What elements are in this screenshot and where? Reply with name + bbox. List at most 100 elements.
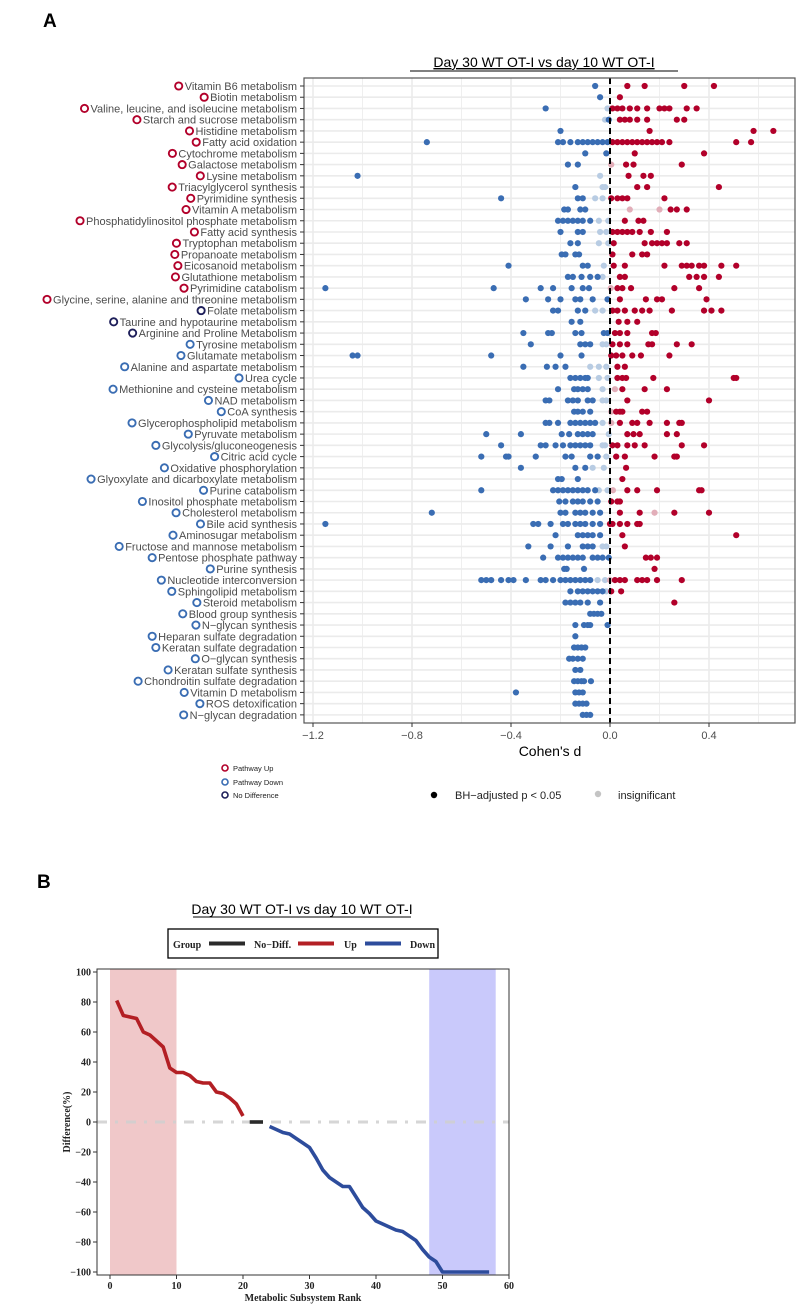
significant-point [626, 105, 633, 112]
insignificant-point [595, 240, 602, 247]
significant-point [559, 217, 567, 224]
significant-point [579, 228, 586, 236]
significant-point [624, 329, 631, 337]
significant-point [574, 532, 581, 539]
panel-b-x-axis-title: Metabolic Subsystem Rank [245, 1293, 362, 1304]
significant-point [483, 431, 490, 438]
significant-point [616, 520, 624, 528]
significant-point [579, 588, 586, 595]
pathway-status-marker [137, 496, 147, 507]
insignificant-point [601, 183, 609, 191]
significant-point [678, 577, 685, 584]
significant-point [584, 543, 591, 550]
significant-point [597, 94, 604, 101]
pathway-label: Tryptophan metabolism [182, 238, 297, 250]
significant-point [616, 509, 624, 516]
significant-point [640, 172, 647, 179]
y-tick-label: 0 [86, 1118, 91, 1129]
significant-point [577, 318, 584, 325]
significant-point [693, 105, 700, 112]
significant-point [671, 509, 678, 516]
significant-point [569, 498, 576, 505]
pathway-label: Glyoxylate and dicarboxylate metabolism [97, 474, 297, 486]
pathway-status-marker [86, 474, 96, 484]
significant-point [542, 105, 549, 112]
insignificant-point [603, 397, 610, 404]
significant-point [552, 442, 559, 449]
pathway-status-marker [151, 440, 161, 450]
significant-point [634, 318, 641, 325]
pathway-label: N−glycan degradation [190, 710, 297, 722]
pathway-status-marker [191, 137, 201, 147]
significant-point [681, 116, 688, 123]
significant-point [614, 228, 621, 236]
significant-point [625, 172, 632, 179]
pathway-label: Pyrimidine synthesis [197, 193, 298, 205]
pathway-label: Propanoate metabolism [181, 249, 297, 261]
pathway-status-marker [163, 665, 173, 675]
significance-legend: BH−adjusted p < 0.05 insignificant [430, 790, 675, 802]
pathway-status-marker [79, 103, 90, 114]
legend-insignificant-label: insignificant [618, 790, 675, 802]
significant-point [634, 139, 641, 146]
significant-point [587, 217, 594, 224]
pathway-status-marker [156, 575, 166, 585]
pathway-status-marker [167, 148, 177, 158]
significant-point [599, 554, 606, 561]
significant-point [637, 352, 645, 359]
pathway-label: Urea cycle [245, 373, 297, 385]
significant-point [611, 577, 619, 584]
pathway-status-marker [171, 508, 181, 518]
significant-point [554, 554, 562, 561]
significant-point [642, 554, 649, 561]
pathway-status-marker [196, 306, 206, 316]
significant-point [658, 240, 666, 247]
significant-point [577, 520, 584, 528]
significant-point [627, 285, 635, 292]
significant-point [584, 139, 591, 146]
significant-point [483, 577, 490, 584]
significant-point [558, 475, 565, 483]
pathway-status-marker [179, 687, 189, 697]
significant-point [648, 139, 656, 146]
significant-point [517, 464, 525, 471]
significant-point [688, 341, 695, 348]
significant-point [584, 599, 591, 606]
pathway-status-marker [185, 339, 195, 349]
significant-point [696, 285, 703, 292]
significant-point [566, 431, 573, 438]
pathway-label: Oxidative phosphorylation [170, 463, 297, 475]
significant-point [642, 296, 649, 303]
insignificant-point [601, 442, 609, 449]
significant-point [639, 139, 646, 146]
significant-point [562, 509, 569, 516]
pathway-label: Arginine and Proline Metabolism [139, 328, 297, 340]
significant-point [587, 678, 595, 685]
significant-point [579, 532, 586, 539]
significant-point [639, 408, 646, 415]
significant-point [572, 621, 579, 629]
pathway-status-marker [132, 115, 142, 125]
significant-point [567, 419, 574, 426]
significant-point [619, 386, 626, 393]
significant-point [661, 105, 668, 112]
significant-point [546, 397, 553, 404]
significant-point [592, 419, 599, 426]
significant-point [552, 532, 559, 539]
legend-nodiff-label: No Difference [233, 791, 279, 800]
x-tick-label: 50 [438, 1281, 448, 1292]
significant-point [621, 543, 628, 550]
pathway-status-marker [128, 328, 138, 338]
significant-point [648, 341, 656, 348]
significant-point [650, 374, 657, 382]
significant-point [554, 217, 562, 224]
significant-point [644, 251, 651, 258]
significant-point [579, 498, 586, 505]
pathway-label: Triacylglycerol synthesis [178, 182, 297, 194]
significant-point [683, 262, 690, 269]
significant-point [667, 206, 674, 213]
significant-point [718, 262, 725, 269]
significant-point [614, 307, 621, 314]
significant-point [589, 543, 596, 550]
pathway-status-marker [167, 586, 177, 596]
